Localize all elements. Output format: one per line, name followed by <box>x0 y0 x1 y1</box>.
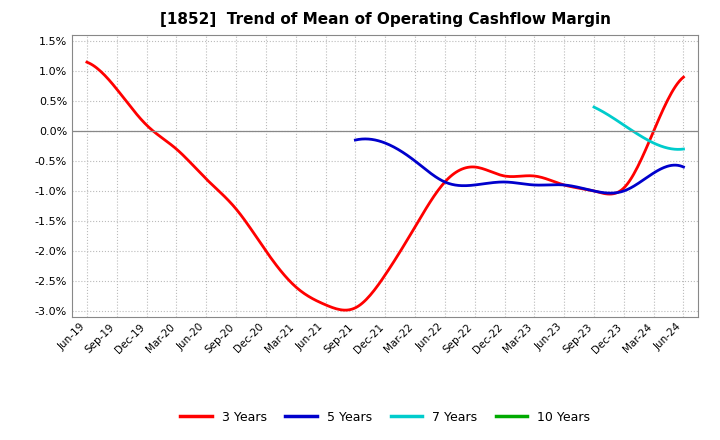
Legend: 3 Years, 5 Years, 7 Years, 10 Years: 3 Years, 5 Years, 7 Years, 10 Years <box>176 406 595 429</box>
Title: [1852]  Trend of Mean of Operating Cashflow Margin: [1852] Trend of Mean of Operating Cashfl… <box>160 12 611 27</box>
